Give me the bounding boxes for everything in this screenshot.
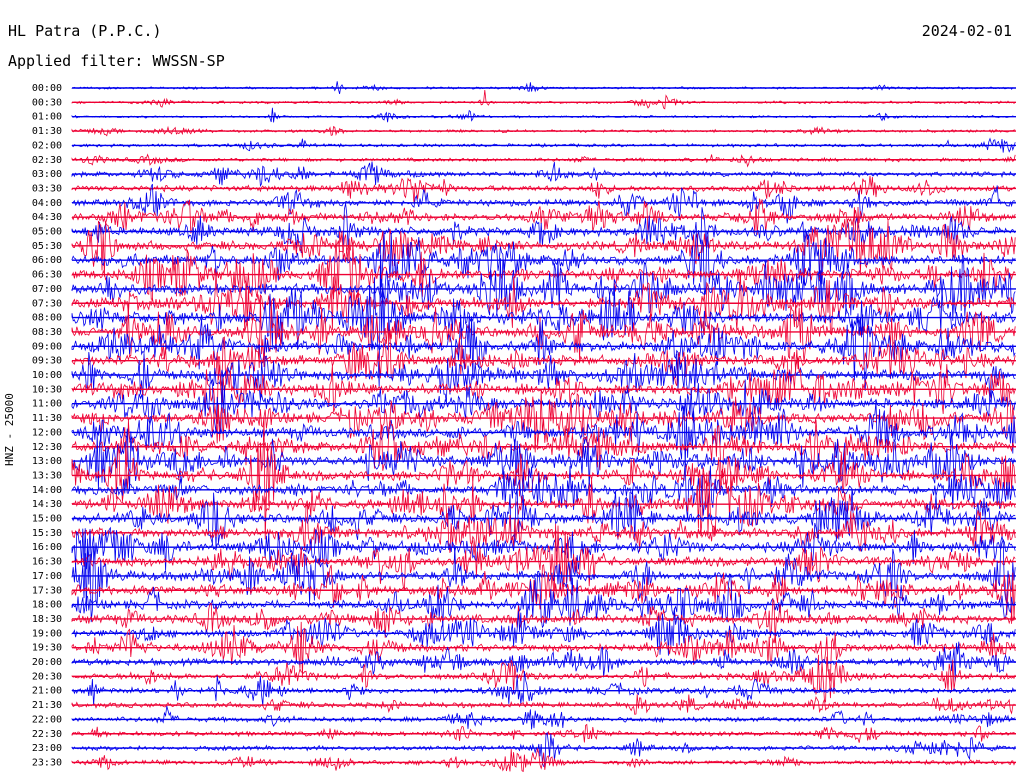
row-time-label: 09:30	[32, 356, 62, 367]
row-time-label: 04:00	[32, 198, 62, 209]
trace-row	[71, 705, 1016, 730]
row-time-label: 01:00	[32, 112, 62, 123]
row-time-label: 06:00	[32, 255, 62, 266]
row-time-label: 03:30	[32, 183, 62, 194]
row-time-label: 08:30	[32, 327, 62, 338]
trace-row	[71, 723, 1016, 743]
trace-row	[71, 356, 1016, 424]
row-time-label: 07:30	[32, 298, 62, 309]
row-time-label: 19:00	[32, 628, 62, 639]
trace-row	[71, 417, 1016, 540]
row-time-label: 08:00	[32, 313, 62, 324]
trace-row	[71, 536, 1016, 623]
row-time-label: 10:00	[32, 370, 62, 381]
row-time-label: 07:00	[32, 284, 62, 295]
row-time-label: 15:30	[32, 528, 62, 539]
trace-row	[71, 331, 1016, 387]
trace-row	[71, 230, 1016, 297]
row-time-label: 12:30	[32, 442, 62, 453]
row-time-label: 23:00	[32, 743, 62, 754]
row-time-label: 01:30	[32, 126, 62, 137]
row-time-label: 22:00	[32, 714, 62, 725]
station-title: HL Patra (P.P.C.)	[8, 22, 162, 40]
row-time-label: 00:00	[32, 83, 62, 94]
trace-row	[71, 428, 1016, 492]
row-time-label: 00:30	[32, 97, 62, 108]
trace-row	[71, 175, 1016, 204]
trace-row	[71, 137, 1016, 153]
row-time-label: 20:00	[32, 657, 62, 668]
row-time-label: 05:30	[32, 241, 62, 252]
row-time-label: 14:00	[32, 485, 62, 496]
trace-row	[71, 313, 1016, 391]
trace-row	[71, 598, 1016, 643]
trace-row	[71, 352, 1016, 404]
row-time-label: 05:00	[32, 227, 62, 238]
row-time-label: 16:30	[32, 557, 62, 568]
row-time-label: 11:00	[32, 399, 62, 410]
row-time-label: 06:30	[32, 270, 62, 281]
row-time-label: 22:30	[32, 729, 62, 740]
row-time-label: 14:30	[32, 499, 62, 510]
row-time-label: 09:00	[32, 341, 62, 352]
trace-row	[71, 89, 1016, 110]
row-time-label: 18:30	[32, 614, 62, 625]
row-time-label: 17:00	[32, 571, 62, 582]
row-time-label: 04:30	[32, 212, 62, 223]
row-time-label: 16:00	[32, 542, 62, 553]
row-time-label: 02:30	[32, 155, 62, 166]
row-time-label: 13:30	[32, 470, 62, 481]
row-time-label: 12:00	[32, 427, 62, 438]
row-time-label: 21:30	[32, 700, 62, 711]
trace-row	[71, 748, 1016, 773]
row-time-label: 18:00	[32, 600, 62, 611]
trace-row	[71, 107, 1016, 123]
trace-row	[71, 468, 1016, 537]
row-time-label: 17:30	[32, 585, 62, 596]
row-time-label: 03:00	[32, 169, 62, 180]
trace-row	[71, 230, 1016, 309]
date-label: 2024-02-01	[921, 22, 1012, 40]
trace-row	[71, 563, 1016, 624]
trace-row	[71, 419, 1016, 479]
filter-label: Applied filter: WWSSN-SP	[8, 52, 225, 70]
row-time-label: 11:30	[32, 413, 62, 424]
trace-row	[71, 621, 1016, 682]
row-time-label: 13:00	[32, 456, 62, 467]
row-time-label: 10:30	[32, 384, 62, 395]
trace-row	[71, 488, 1016, 549]
row-time-label: 02:00	[32, 140, 62, 151]
row-time-label: 19:30	[32, 643, 62, 654]
row-time-label: 23:30	[32, 757, 62, 768]
row-time-label: 15:00	[32, 514, 62, 525]
row-time-label: 21:00	[32, 686, 62, 697]
row-time-label: 20:30	[32, 671, 62, 682]
